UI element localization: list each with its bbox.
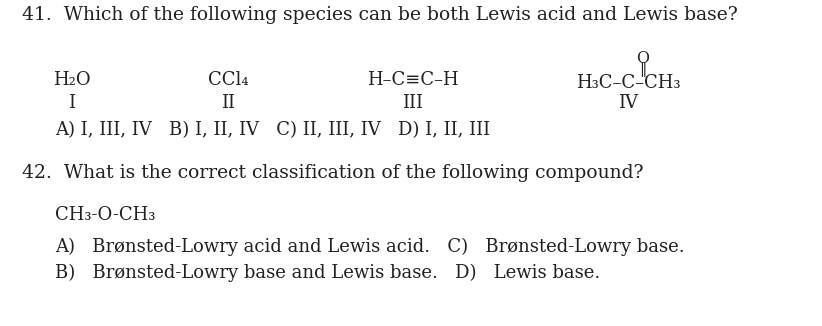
- Text: A) I, III, IV   B) I, II, IV   C) II, III, IV   D) I, II, III: A) I, III, IV B) I, II, IV C) II, III, I…: [55, 121, 490, 139]
- Text: CCl₄: CCl₄: [208, 71, 248, 89]
- Text: IV: IV: [618, 94, 638, 112]
- Text: O: O: [636, 50, 649, 67]
- Text: II: II: [221, 94, 235, 112]
- Text: H₂O: H₂O: [53, 71, 90, 89]
- Text: H₃C–C–CH₃: H₃C–C–CH₃: [575, 74, 681, 92]
- Text: B)   Brønsted-Lowry base and Lewis base.   D)   Lewis base.: B) Brønsted-Lowry base and Lewis base. D…: [55, 264, 600, 282]
- Text: 42.  What is the correct classification of the following compound?: 42. What is the correct classification o…: [22, 164, 644, 182]
- Text: III: III: [403, 94, 423, 112]
- Text: 41.  Which of the following species can be both Lewis acid and Lewis base?: 41. Which of the following species can b…: [22, 6, 738, 24]
- Text: CH₃-O-CH₃: CH₃-O-CH₃: [55, 206, 155, 224]
- Text: A)   Brønsted-Lowry acid and Lewis acid.   C)   Brønsted-Lowry base.: A) Brønsted-Lowry acid and Lewis acid. C…: [55, 238, 685, 256]
- Text: ‖: ‖: [640, 62, 647, 77]
- Text: I: I: [68, 94, 76, 112]
- Text: H–C≡C–H: H–C≡C–H: [367, 71, 459, 89]
